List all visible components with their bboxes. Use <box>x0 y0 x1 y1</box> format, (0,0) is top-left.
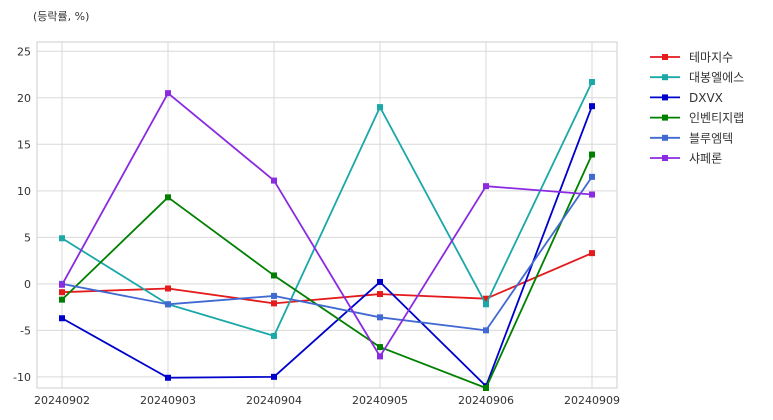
legend-label: 인벤티지랩 <box>689 111 744 125</box>
series-line <box>61 252 593 305</box>
x-tick-label: 20240904 <box>246 394 302 407</box>
legend-item: DXVX <box>650 91 723 105</box>
data-point <box>377 104 383 111</box>
data-point <box>589 78 595 85</box>
series-line <box>61 92 593 358</box>
legend-label: 대봉엘에스 <box>689 71 744 85</box>
data-point <box>483 327 489 334</box>
data-point <box>271 292 277 299</box>
y-tick-label: 0 <box>24 278 31 291</box>
legend-marker <box>662 114 668 121</box>
legend-label: DXVX <box>689 91 723 105</box>
series-line <box>61 176 593 332</box>
legend-marker <box>662 155 668 161</box>
legend-item: 인벤티지랩 <box>650 111 744 125</box>
legend-marker <box>662 74 668 81</box>
y-tick-label: -10 <box>13 371 31 384</box>
legend-item: 블루엠텍 <box>650 131 733 145</box>
x-tick-label: 20240906 <box>458 394 514 407</box>
data-point <box>589 103 595 110</box>
data-point <box>59 296 65 303</box>
data-point <box>483 295 489 302</box>
data-point <box>271 272 277 279</box>
x-tick-label: 20240909 <box>564 394 620 407</box>
data-point <box>165 301 171 308</box>
data-point <box>59 315 65 322</box>
data-point <box>271 332 277 339</box>
data-point <box>59 235 65 242</box>
x-tick-label: 20240905 <box>352 394 408 407</box>
data-point <box>377 291 383 298</box>
legend-item: 샤페론 <box>650 152 722 166</box>
data-point <box>59 281 65 288</box>
data-point <box>271 300 277 307</box>
data-point <box>377 353 383 360</box>
data-point <box>377 278 383 285</box>
plot-frame <box>36 41 618 389</box>
data-point <box>377 344 383 351</box>
legend-item: 대봉엘에스 <box>650 71 744 85</box>
series-line <box>61 81 593 337</box>
data-point <box>165 285 171 292</box>
data-point <box>483 385 489 391</box>
x-tick-label: 20240903 <box>140 394 196 407</box>
data-point <box>165 374 171 381</box>
y-tick-label: 25 <box>17 45 31 58</box>
legend-marker <box>662 134 668 141</box>
data-point <box>589 151 595 158</box>
data-point <box>165 194 171 201</box>
series-line <box>61 154 593 389</box>
data-point <box>271 177 277 184</box>
y-tick-label: -5 <box>20 324 31 337</box>
x-tick-label: 20240902 <box>34 394 90 407</box>
series-line <box>61 105 593 388</box>
legend-marker <box>662 94 668 101</box>
legend-label: 테마지수 <box>689 51 733 65</box>
data-point <box>59 289 65 296</box>
data-point <box>377 314 383 321</box>
data-point <box>483 301 489 308</box>
y-tick-label: 5 <box>24 231 31 244</box>
data-point <box>271 373 277 380</box>
data-point <box>589 250 595 257</box>
y-tick-label: 20 <box>17 92 31 105</box>
data-point <box>165 90 171 97</box>
legend-label: 샤페론 <box>689 152 722 166</box>
y-tick-label: 15 <box>17 138 31 151</box>
data-point <box>483 183 489 190</box>
legend-label: 블루엠텍 <box>689 131 733 145</box>
legend-marker <box>662 54 668 60</box>
unit-label: (등락률, %) <box>33 10 89 23</box>
data-point <box>589 173 595 180</box>
plot-area: -10 -5 0 5 10 15 20 25 20240902 20240903 20240904 2… <box>13 41 620 407</box>
data-point <box>589 191 595 198</box>
legend-item: 테마지수 <box>650 51 733 65</box>
y-tick-label: 10 <box>17 185 31 198</box>
